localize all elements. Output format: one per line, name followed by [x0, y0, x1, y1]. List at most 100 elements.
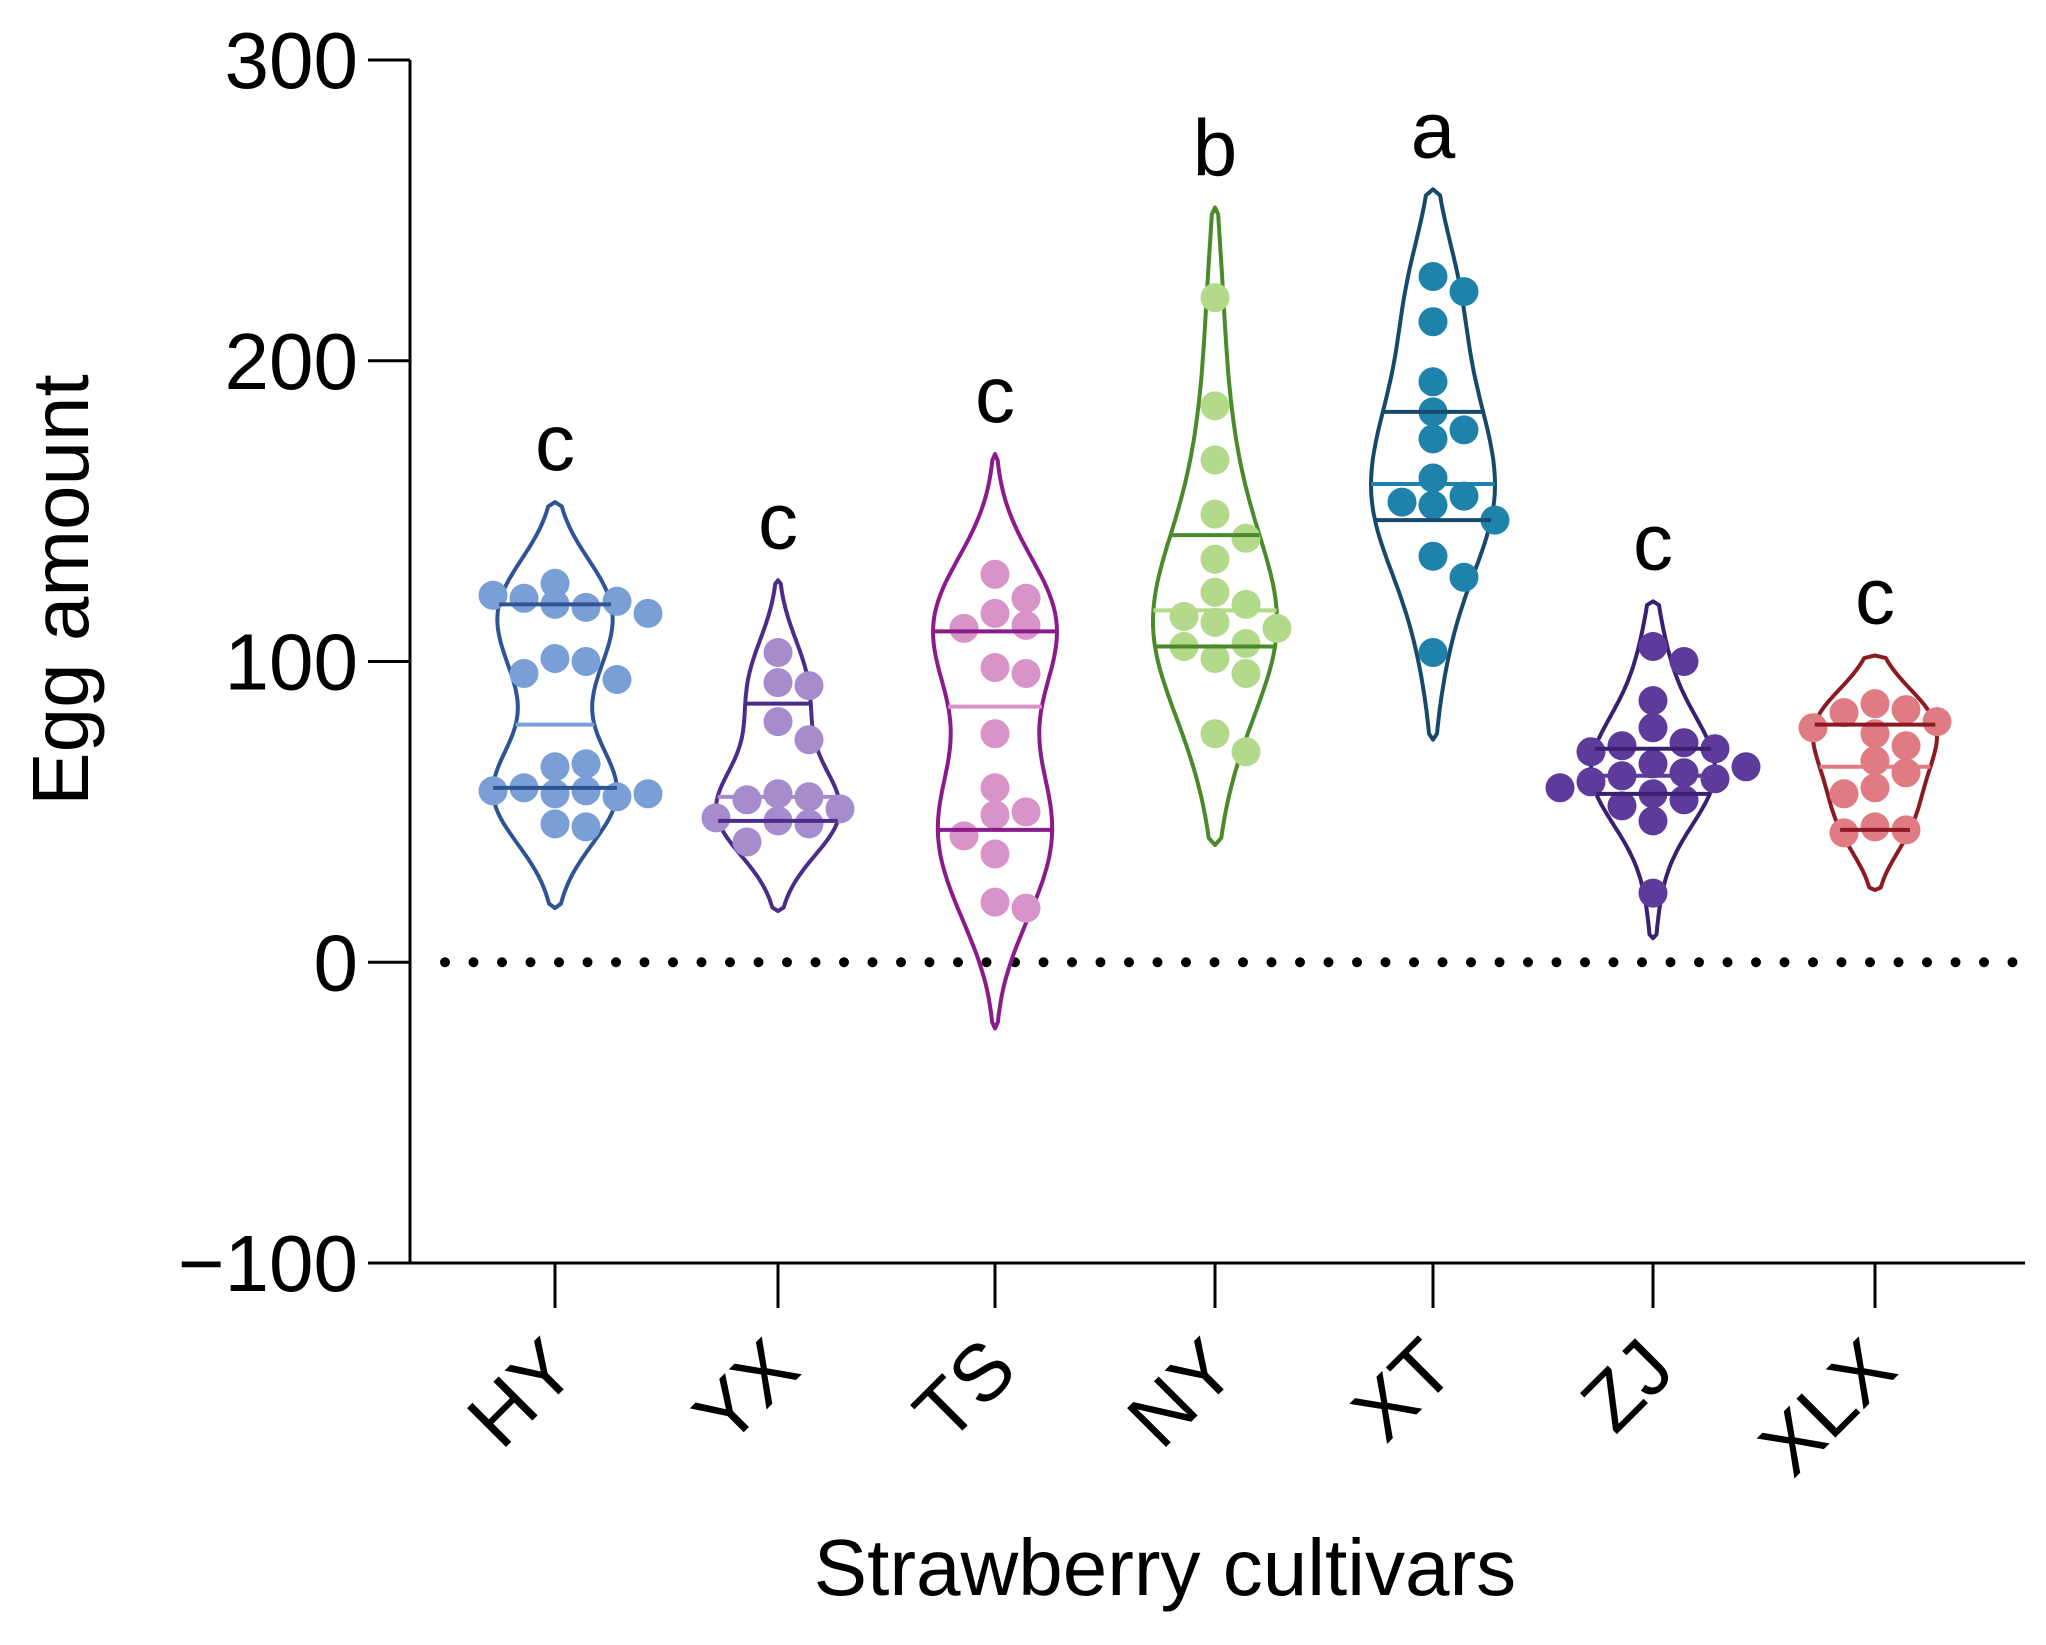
data-point — [1669, 647, 1699, 676]
data-point — [794, 809, 824, 839]
data-point — [1607, 791, 1637, 821]
data-point — [763, 779, 793, 809]
data-point — [1449, 481, 1479, 511]
reference-dot — [1637, 957, 1647, 968]
data-point — [1200, 719, 1230, 749]
data-point — [1011, 797, 1041, 827]
data-point — [571, 647, 601, 676]
data-point — [980, 559, 1010, 589]
reference-dot — [440, 957, 450, 968]
data-point — [1449, 277, 1479, 307]
significance-letter: c — [758, 476, 798, 565]
zero-reference-line — [440, 957, 2018, 968]
data-point — [980, 839, 1010, 869]
reference-dot — [1922, 957, 1932, 968]
reference-dot — [810, 957, 821, 968]
x-tick-label-yx: YX — [677, 1322, 815, 1460]
reference-dot — [1209, 957, 1220, 968]
data-point — [1922, 707, 1952, 737]
data-point — [1011, 610, 1041, 640]
data-point — [763, 707, 793, 737]
data-point — [1638, 686, 1668, 716]
y-axis-ticks: −100 0 100 200 300 — [178, 16, 410, 1308]
data-point — [509, 583, 539, 613]
reference-dot — [1580, 957, 1590, 968]
data-point — [540, 779, 570, 809]
reference-dot — [867, 957, 878, 968]
data-point — [1200, 544, 1230, 574]
data-point — [509, 659, 539, 688]
x-tick-label-xt: XT — [1335, 1322, 1470, 1457]
reference-dot — [1836, 957, 1847, 968]
data-point — [1231, 629, 1261, 658]
reference-dot — [1893, 957, 1904, 968]
data-point — [1169, 601, 1199, 631]
data-point — [571, 812, 601, 842]
data-point — [1387, 487, 1417, 517]
data-point — [1231, 737, 1261, 767]
reference-dot — [782, 957, 792, 968]
violin-outline — [1589, 599, 1717, 941]
reference-dot — [1437, 957, 1448, 968]
data-point — [1231, 523, 1261, 553]
data-point — [825, 794, 855, 824]
reference-dot — [1295, 957, 1305, 968]
data-point — [1418, 638, 1448, 667]
data-point — [1669, 785, 1699, 815]
data-point — [1418, 463, 1448, 493]
data-point — [763, 638, 793, 667]
significance-letter: c — [1855, 551, 1895, 640]
reference-dot — [1380, 957, 1391, 968]
reference-dot — [1608, 957, 1619, 968]
x-tick-label-zj: ZJ — [1564, 1322, 1690, 1448]
data-point — [980, 800, 1010, 830]
reference-dot — [554, 957, 564, 968]
data-point — [1200, 644, 1230, 673]
data-point — [1449, 415, 1479, 445]
data-point — [1011, 583, 1041, 613]
reference-dot — [1067, 957, 1077, 968]
significance-letter: b — [1193, 103, 1238, 192]
data-point — [980, 773, 1010, 803]
x-tick-label-xlx: XLX — [1742, 1322, 1912, 1492]
data-point — [540, 644, 570, 673]
violin-ts: c — [931, 350, 1059, 1031]
data-point — [1545, 773, 1575, 803]
data-point — [794, 671, 824, 701]
reference-dot — [1466, 957, 1476, 968]
violin-xlx: c — [1798, 551, 1952, 893]
y-tick-label: 300 — [225, 16, 358, 105]
reference-dot — [1523, 957, 1533, 968]
reference-dot — [1352, 957, 1362, 968]
data-point — [1798, 713, 1828, 743]
violin-outline — [491, 500, 619, 911]
reference-dot — [725, 957, 735, 968]
violin-zj: c — [1545, 497, 1761, 941]
reference-dot — [497, 957, 507, 968]
violin-outline — [931, 452, 1059, 1031]
data-point — [1731, 752, 1761, 782]
reference-dot — [1665, 957, 1676, 968]
reference-dot — [1181, 957, 1191, 968]
violin-hy: c — [478, 398, 663, 911]
significance-letter: c — [535, 398, 575, 487]
data-point — [1200, 607, 1230, 637]
data-point — [980, 719, 1010, 749]
data-point — [1700, 734, 1730, 764]
data-point — [732, 827, 762, 857]
data-point — [1200, 577, 1230, 607]
data-point — [1829, 818, 1859, 848]
reference-dot — [1238, 957, 1248, 968]
reference-dot — [1865, 957, 1875, 968]
data-point — [540, 809, 570, 839]
violin-xt: a — [1369, 85, 1510, 742]
data-point — [1418, 490, 1448, 520]
data-point — [633, 779, 663, 809]
reference-dot — [1266, 957, 1277, 968]
y-axis-title: Egg amount — [16, 374, 105, 805]
data-point — [1231, 589, 1261, 619]
reference-dot — [1722, 957, 1733, 968]
reference-dot — [1124, 957, 1134, 968]
data-point — [1418, 541, 1448, 571]
